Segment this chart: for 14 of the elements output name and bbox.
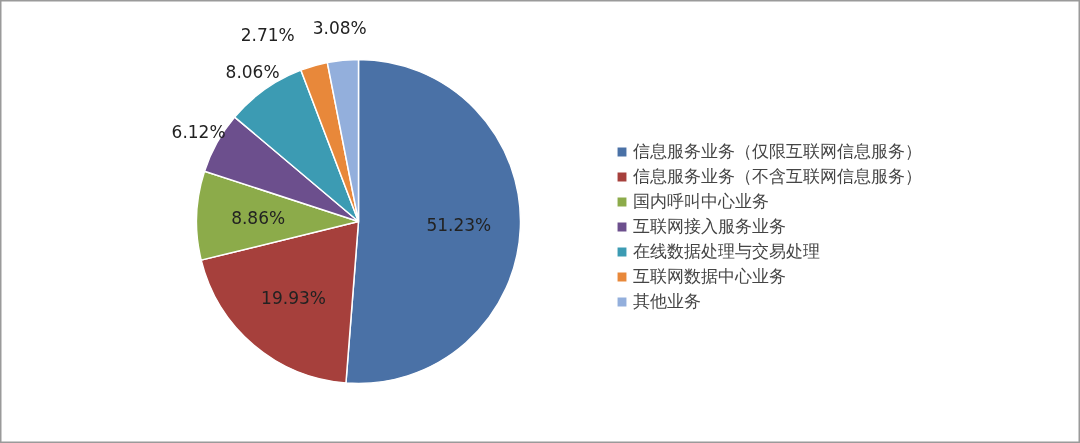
legend-label: 在线数据处理与交易处理 (633, 240, 820, 263)
data-label: 3.08% (312, 18, 367, 39)
data-label: 8.06% (225, 62, 280, 83)
data-label: 2.71% (240, 24, 295, 45)
data-label: 6.12% (171, 122, 226, 143)
data-label: 51.23% (426, 215, 492, 236)
data-label: 8.86% (231, 207, 286, 228)
legend-label: 其他业务 (633, 290, 701, 313)
legend-label: 互联网数据中心业务 (633, 265, 786, 288)
legend-label: 互联网接入服务业务 (633, 215, 786, 238)
legend-label: 信息服务业务（仅限互联网信息服务） (633, 140, 922, 163)
legend-label: 信息服务业务（不含互联网信息服务） (633, 165, 922, 188)
data-label: 19.93% (261, 288, 326, 309)
legend-label: 国内呼叫中心业务 (633, 190, 769, 213)
